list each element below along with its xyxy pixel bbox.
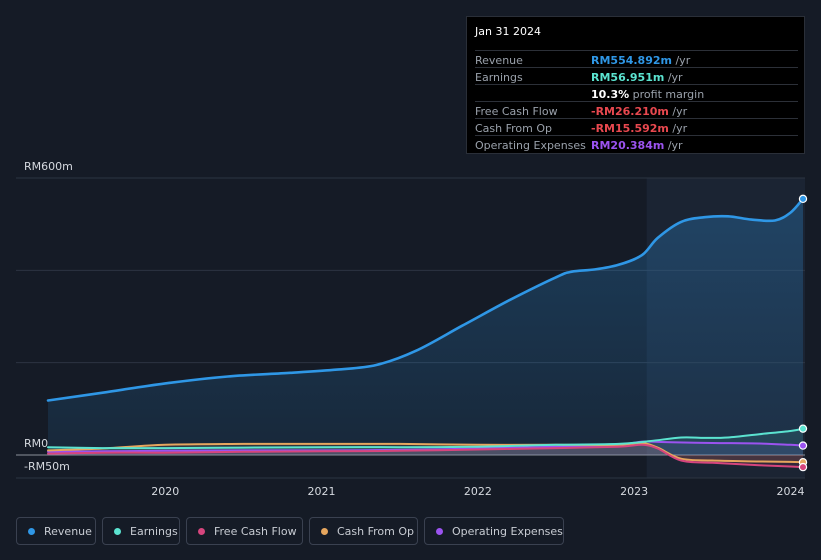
marker-layer [798,194,808,472]
legend-item-revenue[interactable]: Revenue [16,517,96,545]
tooltip-value: RM56.951m /yr [591,71,683,84]
tooltip-unit: /yr [668,122,688,135]
tooltip-value: -RM26.210m /yr [591,105,688,118]
legend-dot-icon [436,528,443,535]
tooltip-row: 10.3% profit margin [475,84,798,102]
x-axis-label: 2022 [464,485,492,498]
series-area-revenue [48,198,803,456]
tooltip-row: Revenue RM554.892m /yr [475,50,798,68]
legend-label: Free Cash Flow [214,525,297,538]
tooltip-row: Cash From Op -RM15.592m /yr [475,118,798,136]
legend-item-operating-expenses[interactable]: Operating Expenses [424,517,564,545]
tooltip-unit: profit margin [629,88,705,101]
data-tooltip: Jan 31 2024 Revenue RM554.892m /yr Earning… [466,16,805,154]
legend-dot-icon [114,528,121,535]
y-axis-label: RM600m [24,160,73,173]
x-axis-label: 2020 [151,485,179,498]
tooltip-row: Free Cash Flow -RM26.210m /yr [475,101,798,119]
legend-label: Revenue [44,525,92,538]
series-end-marker-operating-expenses [798,441,808,450]
tooltip-value: RM554.892m /yr [591,54,691,67]
legend-dot-icon [198,528,205,535]
tooltip-value: 10.3% profit margin [591,88,705,101]
series-line-operating-expenses [47,440,804,453]
tooltip-label: Earnings [475,71,523,84]
y-axis-label: RM0 [24,437,48,450]
line-layer [46,197,805,469]
label-layer: RM600m RM0 -RM50m 2020 2021 2022 2023 2024 [24,160,804,498]
tooltip-label: Cash From Op [475,122,553,135]
tooltip-value: -RM15.592m /yr [591,122,688,135]
tooltip-label: Free Cash Flow [475,105,558,118]
series-end-marker-revenue [798,194,808,204]
series-line-earnings [47,427,804,450]
x-axis-label: 2024 [776,485,804,498]
tooltip-label: Operating Expenses [475,139,586,152]
tooltip-unit: /yr [671,54,691,67]
legend-item-earnings[interactable]: Earnings [102,517,180,545]
y-axis-label: -RM50m [24,460,70,473]
series-line-revenue [46,197,805,402]
tooltip-label: Revenue [475,54,523,67]
legend-item-cash-from-op[interactable]: Cash From Op [309,517,418,545]
tooltip-unit: /yr [664,139,683,152]
tooltip-row: Earnings RM56.951m /yr [475,67,798,85]
tooltip-unit: /yr [664,71,683,84]
legend-dot-icon [321,528,328,535]
legend-label: Earnings [130,525,178,538]
series-line-free-cash-flow [47,443,804,469]
legend-item-free-cash-flow[interactable]: Free Cash Flow [186,517,303,545]
x-axis-label: 2023 [620,485,648,498]
legend-label: Operating Expenses [452,525,563,538]
x-axis-label: 2021 [308,485,336,498]
tooltip-unit: /yr [668,105,688,118]
legend-dot-icon [28,528,35,535]
series-end-marker-earnings [798,424,808,433]
tooltip-date: Jan 31 2024 [475,25,541,38]
tooltip-row: Operating Expenses RM20.384m /yr [475,135,798,153]
legend-label: Cash From Op [337,525,415,538]
tooltip-value: RM20.384m /yr [591,139,683,152]
series-end-marker-free-cash-flow [798,462,808,472]
